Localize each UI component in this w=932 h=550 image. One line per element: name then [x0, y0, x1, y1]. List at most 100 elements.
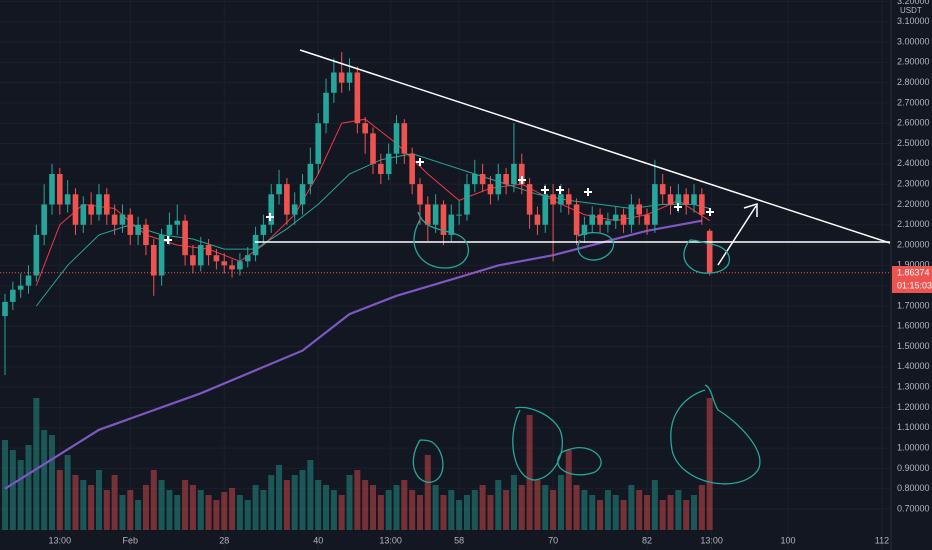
candle-body — [315, 123, 321, 164]
y-tick-label: 2.60000 — [897, 118, 930, 128]
candle-body — [581, 224, 588, 235]
candle-body — [88, 204, 94, 215]
x-tick-label: Feb — [123, 535, 139, 545]
y-tick-label: 3.00000 — [897, 36, 930, 46]
candle-body — [385, 153, 392, 174]
x-tick-label: 13:00 — [49, 535, 72, 545]
currency-label: USDT — [900, 6, 922, 15]
volume-bar — [628, 485, 635, 530]
candle-body — [440, 204, 447, 235]
candle-body — [244, 255, 251, 262]
candle-body — [620, 214, 627, 225]
arrow — [717, 202, 758, 266]
y-tick-label: 1.90000 — [897, 260, 930, 270]
volume-bar — [213, 500, 220, 530]
volume-bar — [307, 460, 314, 530]
candle-body — [96, 194, 102, 215]
candle-body — [276, 184, 282, 195]
y-tick-label: 1.70000 — [897, 300, 930, 310]
volume-bar — [315, 480, 322, 530]
volume-bar — [495, 480, 502, 530]
candle-body — [166, 224, 173, 235]
volume-bar — [158, 480, 165, 530]
volume-bar — [683, 500, 690, 530]
volume-bar — [229, 488, 236, 530]
y-tick-label: 3.20000 — [897, 0, 930, 6]
candle-body — [471, 173, 478, 185]
volume-bar — [550, 490, 557, 530]
volume-bar — [103, 490, 110, 530]
volume-bar — [667, 495, 674, 530]
volume-bar — [573, 485, 580, 530]
volume-bar — [197, 490, 204, 530]
candle-body — [221, 261, 228, 266]
volume-bar — [526, 415, 533, 530]
volume-bar — [127, 490, 134, 530]
candle-body — [64, 194, 71, 205]
volume-bar — [111, 475, 118, 530]
volume-bar — [534, 480, 541, 530]
volume-bar — [252, 485, 259, 530]
volume-bar — [17, 460, 24, 530]
candle-body — [487, 184, 494, 195]
volume-bar — [2, 440, 9, 530]
candle-body — [190, 255, 196, 266]
candle-body — [605, 220, 611, 225]
candle-body — [25, 275, 32, 286]
candle-body — [706, 230, 713, 273]
candle-body — [354, 72, 361, 124]
x-tick-label: 13:00 — [700, 535, 723, 545]
volume-bar — [244, 500, 251, 530]
volume-bar — [463, 495, 470, 530]
candle-body — [534, 214, 541, 225]
y-tick-label: 2.40000 — [897, 158, 930, 168]
candle-body — [331, 72, 337, 93]
candle-body — [41, 204, 47, 235]
volume-bar — [503, 490, 510, 530]
x-tick-label: 28 — [219, 535, 229, 545]
candle-body — [425, 204, 431, 225]
candle-body — [503, 173, 509, 185]
candle-body — [197, 245, 204, 266]
volume-bar — [119, 495, 126, 530]
candle-body — [542, 194, 549, 225]
candle-body — [323, 92, 329, 124]
volume-bar — [362, 480, 369, 530]
y-tick-label: 0.90000 — [897, 463, 930, 473]
candle-body — [518, 163, 525, 185]
candle-body — [573, 204, 580, 235]
candle-body — [174, 220, 181, 225]
volume-bar — [377, 495, 384, 530]
volume-bar — [221, 492, 228, 530]
candle-body — [691, 194, 697, 205]
candle-body — [307, 163, 314, 185]
y-tick-label: 2.30000 — [897, 179, 930, 189]
candle-body — [409, 153, 415, 185]
y-tick-label: 1.10000 — [897, 422, 930, 432]
volume-bar — [393, 485, 400, 530]
y-tick-label: 0.70000 — [897, 503, 930, 513]
price-badge — [892, 266, 932, 293]
circle — [683, 239, 731, 274]
y-tick-label: 0.80000 — [897, 483, 930, 493]
candle-body — [675, 194, 682, 205]
candle-body — [237, 261, 243, 270]
volume-bar — [432, 485, 439, 530]
candle-body — [182, 220, 188, 256]
candle-body — [119, 214, 126, 225]
volume-bar — [189, 485, 196, 530]
y-tick-label: 1.30000 — [897, 382, 930, 392]
candle-body — [111, 214, 118, 225]
volume-bar — [440, 495, 447, 530]
circle — [577, 232, 615, 261]
volume-bar — [565, 450, 572, 530]
volume-bar — [25, 445, 32, 530]
candle-body — [10, 289, 16, 302]
volume-bar — [456, 500, 463, 530]
x-tick-label: 13:00 — [379, 535, 402, 545]
candle-body — [644, 214, 650, 225]
moving-average — [4, 219, 703, 490]
volume-bar — [448, 490, 455, 530]
candle-body — [346, 72, 353, 83]
